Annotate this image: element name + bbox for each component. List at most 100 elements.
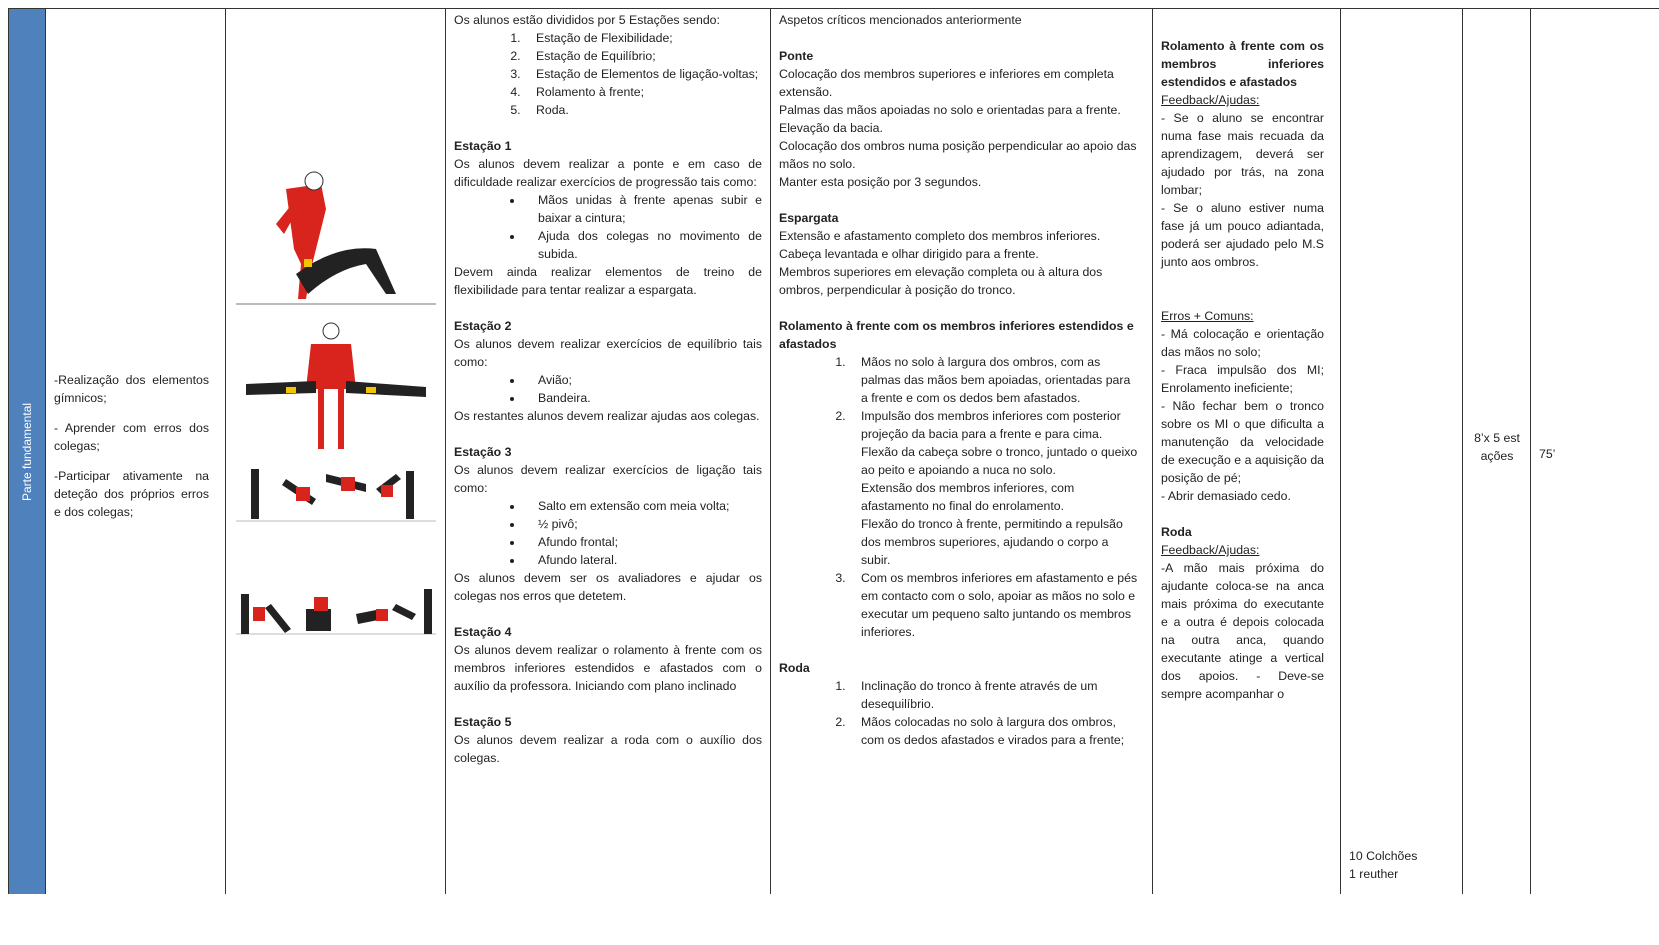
section-label: Parte fundamental	[20, 402, 34, 501]
item-text: Inclinação do tronco à frente através de…	[861, 679, 1098, 711]
item-text: Mãos colocadas no solo à largura dos omb…	[861, 715, 1125, 747]
numbered-list: Mãos no solo à largura dos ombros, com a…	[779, 353, 1140, 641]
paragraph: - Não fechar bem o tronco sobre os MI o …	[1161, 399, 1324, 485]
text-line: -Participar ativamente na deteção dos pr…	[54, 468, 209, 519]
block-subtitle: Feedback/Ajudas:	[1161, 543, 1260, 557]
text-block: Estação 4 Os alunos devem realizar o rola…	[454, 623, 762, 695]
stations: Os alunos estão divididos por 5 Estações…	[446, 9, 770, 787]
block-title: Estação 4	[454, 625, 512, 639]
text-block: Roda Feedback/Ajudas: -A mão mais próxima …	[1161, 523, 1324, 703]
critical-cell: Aspetos críticos mencionados anteriormen…	[770, 9, 1152, 894]
text-block: Estação 2 Os alunos devem realizar exercí…	[454, 317, 762, 425]
text-block: Rolamento à frente com os membros inferi…	[779, 317, 1140, 641]
feedback: Rolamento à frente com os membros inferi…	[1153, 9, 1340, 723]
block-subtitle: Feedback/Ajudas:	[1161, 93, 1260, 107]
text-line: -Realização dos elementos gímnicos;	[54, 372, 209, 405]
bridge-figure	[236, 171, 436, 305]
item-text: Roda.	[536, 103, 569, 117]
block-title: Rolamento à frente com os membros inferi…	[1161, 39, 1324, 89]
text-block: Estação 5 Os alunos devem realizar a roda…	[454, 713, 762, 767]
paragraph: Os alunos devem ser os avaliadores e aju…	[454, 571, 762, 603]
paragraph: Os alunos devem realizar exercícios de e…	[454, 337, 762, 369]
paragraph: Manter esta posição por 3 segundos.	[779, 175, 982, 189]
bullet-item: ½ pivô;	[524, 515, 762, 533]
block-title: Estação 3	[454, 445, 512, 459]
numbered-list: Inclinação do tronco à frente através de…	[779, 677, 1140, 749]
bullet-item: Afundo lateral.	[524, 551, 762, 569]
bullet-item: Avião;	[524, 371, 762, 389]
block-title: Rolamento à frente com os membros inferi…	[779, 319, 1134, 351]
block-title: Espargata	[779, 211, 839, 225]
paragraph: Extensão e afastamento completo dos memb…	[779, 229, 1101, 243]
block-title: Estação 1	[454, 139, 512, 153]
list-item: Mãos no solo à largura dos ombros, com a…	[849, 353, 1140, 407]
objectives-cell: -Realização dos elementos gímnicos; - Apr…	[45, 9, 225, 894]
item-text: Estação de Equilíbrio;	[536, 49, 656, 63]
paragraph: Os alunos devem realizar a ponte e em ca…	[454, 157, 762, 189]
block-title: Estação 5	[454, 715, 512, 729]
block-title: Estação 2	[454, 319, 512, 333]
item-text: Estação de Flexibilidade;	[536, 31, 673, 45]
paragraph: Elevação da bacia.	[779, 121, 883, 135]
feedback-cell: Rolamento à frente com os membros inferi…	[1152, 9, 1340, 894]
paragraph: Colocação dos membros superiores e infer…	[779, 67, 1114, 99]
bullet-item: Mãos unidas à frente apenas subir e baix…	[524, 191, 762, 227]
text-block: Estação 1 Os alunos devem realizar a pont…	[454, 137, 762, 299]
numbered-list: Estação de Flexibilidade; Estação de Equi…	[454, 29, 762, 119]
list-item: Estação de Equilíbrio;	[524, 47, 762, 65]
materials-cell: 10 Colchões 1 reuther	[1340, 9, 1462, 894]
list-item: Estação de Elementos de ligação-voltas;	[524, 65, 762, 83]
paragraph: - Abrir demasiado cedo.	[1161, 489, 1291, 503]
text-block: Espargata Extensão e afastamento completo…	[779, 209, 1140, 299]
list-item: Roda.	[524, 101, 762, 119]
balance-figures	[236, 469, 436, 522]
paragraph: - Se o aluno se encontrar numa fase mais…	[1161, 111, 1324, 197]
bullet-list: Avião;Bandeira.	[454, 371, 762, 407]
block-title: Ponte	[779, 49, 814, 63]
paragraph: -A mão mais próxima do ajudante coloca-s…	[1161, 561, 1324, 701]
block-title: Roda	[779, 661, 810, 675]
bullet-item: Bandeira.	[524, 389, 762, 407]
section-cell: Parte fundamental	[8, 9, 45, 894]
paragraph: - Má colocação e orientação das mãos no …	[1161, 327, 1324, 359]
split-figure	[246, 322, 426, 449]
total: 75’	[1539, 447, 1556, 461]
bullet-item: Salto em extensão com meia volta;	[524, 497, 762, 515]
paragraph: - Se o aluno estiver numa fase já um pou…	[1161, 201, 1324, 269]
item-text: Impulsão dos membros inferiores com post…	[861, 409, 1121, 441]
objectives: -Realização dos elementos gímnicos; - Apr…	[46, 369, 217, 535]
item-text: Rolamento à frente;	[536, 85, 645, 99]
text-block: Aspetos críticos mencionados anteriormen…	[779, 11, 1140, 29]
duration: 8’x 5 estações	[1474, 431, 1520, 463]
item-text: Flexão da cabeça sobre o tronco, juntado…	[861, 445, 1138, 477]
paragraph: Colocação dos ombros numa posição perpen…	[779, 139, 1137, 171]
text-block: Rolamento à frente com os membros inferi…	[1161, 37, 1324, 271]
paragraph: Os alunos devem realizar exercícios de l…	[454, 463, 762, 495]
text-block: Erros + Comuns: - Má colocação e orientaç…	[1161, 307, 1324, 505]
block-title: Roda	[1161, 525, 1192, 539]
item-text: Com os membros inferiores em afastamento…	[861, 571, 1138, 639]
paragraph: Aspetos críticos mencionados anteriormen…	[779, 13, 1022, 27]
lesson-table: Parte fundamental -Realização dos elemen…	[8, 8, 1659, 894]
stations-cell: Os alunos estão divididos por 5 Estações…	[445, 9, 770, 894]
text-line: - Aprender com erros dos colegas;	[54, 420, 209, 453]
text-block: Os alunos estão divididos por 5 Estações…	[454, 11, 762, 119]
paragraph: Membros superiores em elevação completa …	[779, 265, 1103, 297]
images-cell	[225, 9, 445, 894]
paragraph: - Fraca impulsão dos MI; Enrolamento ine…	[1161, 363, 1324, 395]
list-item: Com os membros inferiores em afastamento…	[849, 569, 1140, 641]
paragraph: Os alunos devem realizar a roda com o au…	[454, 733, 762, 765]
paragraph: Os restantes alunos devem realizar ajuda…	[454, 409, 760, 423]
item-text: Estação de Elementos de ligação-voltas;	[536, 67, 759, 81]
text-line: 1 reuther	[1349, 867, 1399, 881]
list-item: Impulsão dos membros inferiores com post…	[849, 407, 1140, 569]
paragraph: Palmas das mãos apoiadas no solo e orien…	[779, 103, 1121, 117]
paragraph: Os alunos devem realizar o rolamento à f…	[454, 643, 762, 693]
total-cell: 75’	[1530, 9, 1659, 894]
text-block: Ponte Colocação dos membros superiores e …	[779, 47, 1140, 191]
critical-aspects: Aspetos críticos mencionados anteriormen…	[771, 9, 1152, 769]
cartwheel-figures	[236, 589, 436, 635]
text-block: Roda Inclinação do tronco à frente atravé…	[779, 659, 1140, 749]
illustrations	[236, 171, 436, 635]
list-item: Inclinação do tronco à frente através de…	[849, 677, 1140, 713]
